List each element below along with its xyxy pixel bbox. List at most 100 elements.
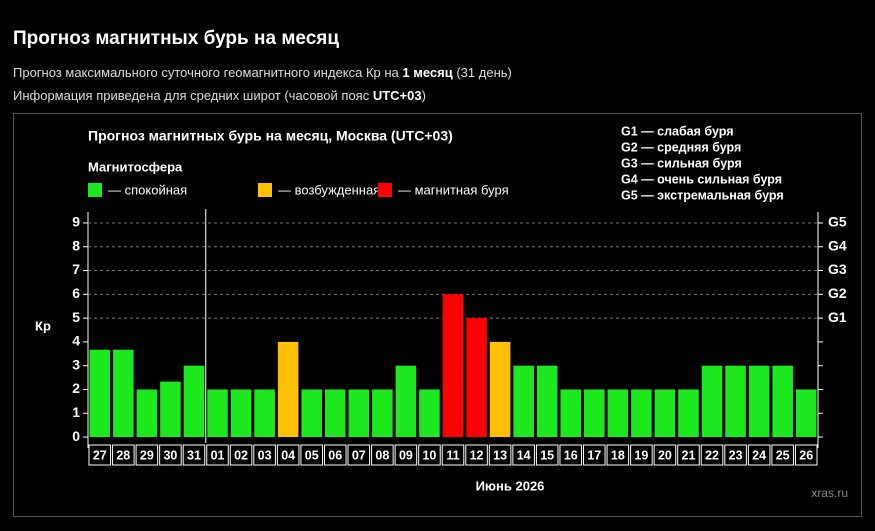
x-tick-label: 19	[634, 448, 648, 462]
bar	[725, 365, 746, 438]
legend-label: — магнитная буря	[398, 182, 509, 197]
category-box	[583, 444, 606, 466]
category-box	[418, 444, 441, 466]
bar	[442, 294, 464, 438]
legend-swatch	[88, 183, 102, 197]
x-tick-label: 31	[187, 448, 201, 462]
y-tick-label: 2	[72, 380, 80, 396]
text: (31 день)	[452, 65, 512, 80]
category-box	[276, 444, 300, 466]
x-tick-label: 26	[799, 448, 813, 462]
x-tick-label: 16	[564, 448, 578, 462]
subtitle: Информация приведена для средних широт (…	[13, 88, 512, 103]
y-axis-title: Кр	[35, 318, 51, 333]
x-tick-label: 27	[93, 448, 107, 462]
x-tick-label: 08	[375, 448, 389, 462]
y-tick-label: 5	[72, 309, 80, 325]
bar	[395, 365, 417, 438]
category-box	[771, 444, 794, 466]
category-box	[488, 444, 512, 466]
x-tick-label: 24	[752, 448, 766, 462]
x-tick-label: 13	[493, 448, 507, 462]
bar	[89, 349, 111, 438]
x-tick-label: 18	[611, 448, 625, 462]
x-tick-label: 01	[211, 448, 225, 462]
x-tick-label: 22	[705, 448, 719, 462]
category-box	[512, 444, 535, 466]
category-box	[653, 444, 677, 466]
category-box	[700, 444, 724, 466]
category-box	[606, 444, 630, 466]
text: Прогноз максимального суточного геомагни…	[13, 65, 403, 80]
x-tick-label: 21	[682, 448, 696, 462]
bar	[489, 341, 511, 438]
y2-tick-label: G4	[828, 237, 847, 253]
x-tick-label: 07	[352, 448, 366, 462]
page-title: Прогноз магнитных бурь на месяц	[13, 28, 340, 49]
x-tick-label: 03	[258, 448, 272, 462]
category-box	[724, 444, 747, 466]
text: 1 месяц	[402, 65, 453, 80]
bar	[372, 389, 393, 438]
x-tick-label: 05	[305, 448, 319, 462]
category-box	[135, 444, 159, 466]
x-tick-label: 20	[658, 448, 672, 462]
text: Информация приведена для средних широт (…	[13, 88, 373, 103]
category-box	[206, 444, 229, 466]
x-tick-label: 28	[116, 448, 130, 462]
bar	[654, 389, 676, 438]
bar	[701, 365, 723, 438]
category-box	[159, 444, 182, 466]
x-tick-label: 10	[422, 448, 436, 462]
category-box	[323, 444, 347, 466]
bar	[324, 389, 346, 438]
y2-tick-label: G1	[828, 309, 847, 325]
category-box	[441, 444, 465, 466]
bar	[160, 381, 181, 438]
category-box	[794, 444, 818, 466]
y2-tick-label: G3	[828, 261, 847, 277]
text: )	[421, 88, 426, 103]
chart-title: Прогноз магнитных бурь на месяц, Москва …	[88, 128, 453, 144]
x-tick-label: 12	[470, 448, 484, 462]
bar	[678, 389, 699, 438]
y-tick-label: 6	[72, 285, 80, 301]
x-tick-label: 23	[729, 448, 743, 462]
x-tick-label: 17	[587, 448, 601, 462]
chart: Прогноз магнитных бурь на месяц, Москва …	[13, 113, 862, 517]
header: Прогноз магнитных бурь на месяц Прогноз …	[13, 28, 512, 103]
x-tick-label: 11	[446, 448, 459, 462]
bar	[183, 365, 205, 438]
legend-label: — спокойная	[108, 182, 187, 197]
x-tick-label: 02	[234, 448, 248, 462]
category-box	[88, 444, 112, 466]
bar	[607, 389, 629, 438]
bar	[348, 389, 370, 438]
x-tick-label: 06	[328, 448, 342, 462]
bar	[772, 365, 793, 438]
g-legend-item: G5 — экстремальная буря	[621, 188, 784, 202]
category-box	[229, 444, 253, 466]
category-box	[371, 444, 394, 466]
g-legend-item: G3 — сильная буря	[621, 156, 742, 170]
x-tick-label: 30	[163, 448, 177, 462]
y-tick-label: 7	[72, 261, 80, 277]
y2-tick-label: G5	[828, 214, 847, 230]
g-legend-item: G1 — слабая буря	[621, 124, 734, 138]
bar	[513, 365, 534, 438]
category-box	[559, 444, 583, 466]
subtitle: Прогноз максимального суточного геомагни…	[13, 65, 512, 80]
watermark: xras.ru	[811, 486, 848, 500]
y-tick-label: 4	[72, 333, 80, 349]
bar	[631, 389, 652, 438]
legend-swatch	[378, 183, 392, 197]
legend-label: — возбужденная	[278, 182, 380, 197]
x-axis-title: Июнь 2026	[476, 478, 545, 493]
text: UTC+03	[372, 88, 422, 103]
category-box	[182, 444, 206, 466]
y-tick-label: 9	[72, 214, 80, 230]
y-tick-label: 8	[72, 237, 80, 253]
legend-swatch	[258, 183, 272, 197]
category-box	[253, 444, 276, 466]
